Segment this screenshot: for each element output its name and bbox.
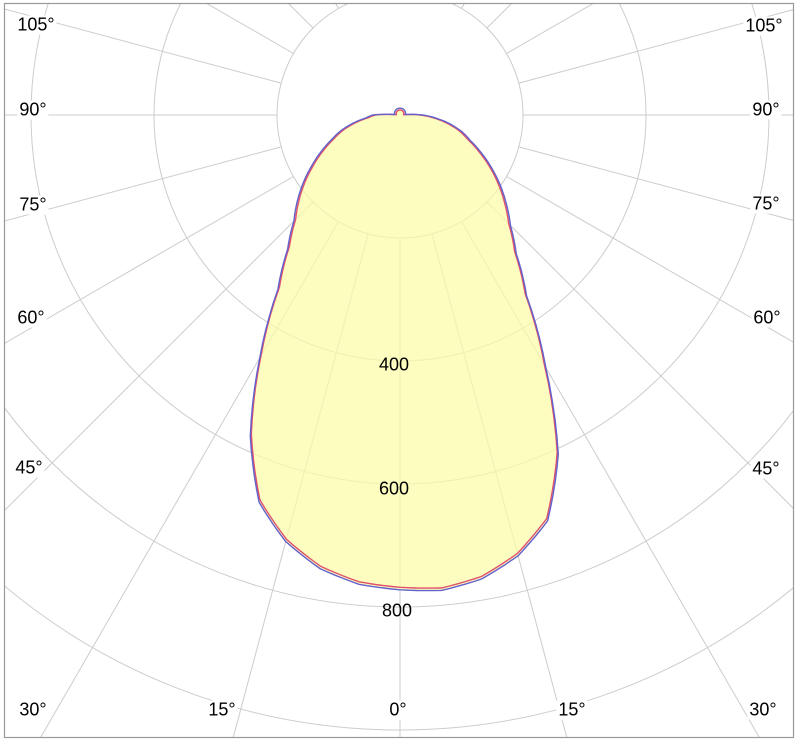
grid-ray-75 xyxy=(518,146,793,221)
chart-frame xyxy=(3,2,795,739)
grid-ray-45 xyxy=(486,201,793,509)
angle-label-right-75: 75° xyxy=(750,193,782,214)
grid-ray--105 xyxy=(5,8,282,84)
angle-label-bottom-3: 15° xyxy=(556,699,588,720)
beam-outline-red xyxy=(250,109,558,589)
ring-value-label-600: 600 xyxy=(378,478,410,499)
angle-label-left-90: 90° xyxy=(17,99,49,120)
grid-ray--75 xyxy=(5,146,282,222)
angle-label-bottom-0: 30° xyxy=(17,699,49,720)
ring-value-label-400: 400 xyxy=(378,354,410,375)
angle-label-left-45: 45° xyxy=(13,457,45,478)
angle-label-right-90: 90° xyxy=(750,99,782,120)
grid-ray--60 xyxy=(5,176,294,344)
angle-label-left-75: 75° xyxy=(17,194,49,215)
beam-group xyxy=(249,107,560,592)
angle-label-bottom-1: 15° xyxy=(206,699,238,720)
angle-label-right-45: 45° xyxy=(750,458,782,479)
grid-ray--45 xyxy=(5,201,314,511)
angle-label-left-60: 60° xyxy=(15,307,47,328)
beam-fill xyxy=(250,108,559,591)
beam-outline-blue xyxy=(249,107,560,592)
grid-ray--30 xyxy=(40,221,339,737)
grid-ray--150 xyxy=(335,4,339,9)
angle-label-right-60: 60° xyxy=(751,307,783,328)
angle-label-right-105: 105° xyxy=(743,15,785,36)
ring-value-label-800: 800 xyxy=(381,600,413,621)
grid-ray-30 xyxy=(461,221,760,737)
angle-label-bottom-2: 0° xyxy=(387,699,409,720)
grid-ray-150 xyxy=(461,4,465,9)
angle-label-bottom-4: 30° xyxy=(747,699,779,720)
angle-label-left-105: 105° xyxy=(15,14,57,35)
grid-ray-105 xyxy=(518,9,793,84)
grid-ray-60 xyxy=(506,176,793,343)
